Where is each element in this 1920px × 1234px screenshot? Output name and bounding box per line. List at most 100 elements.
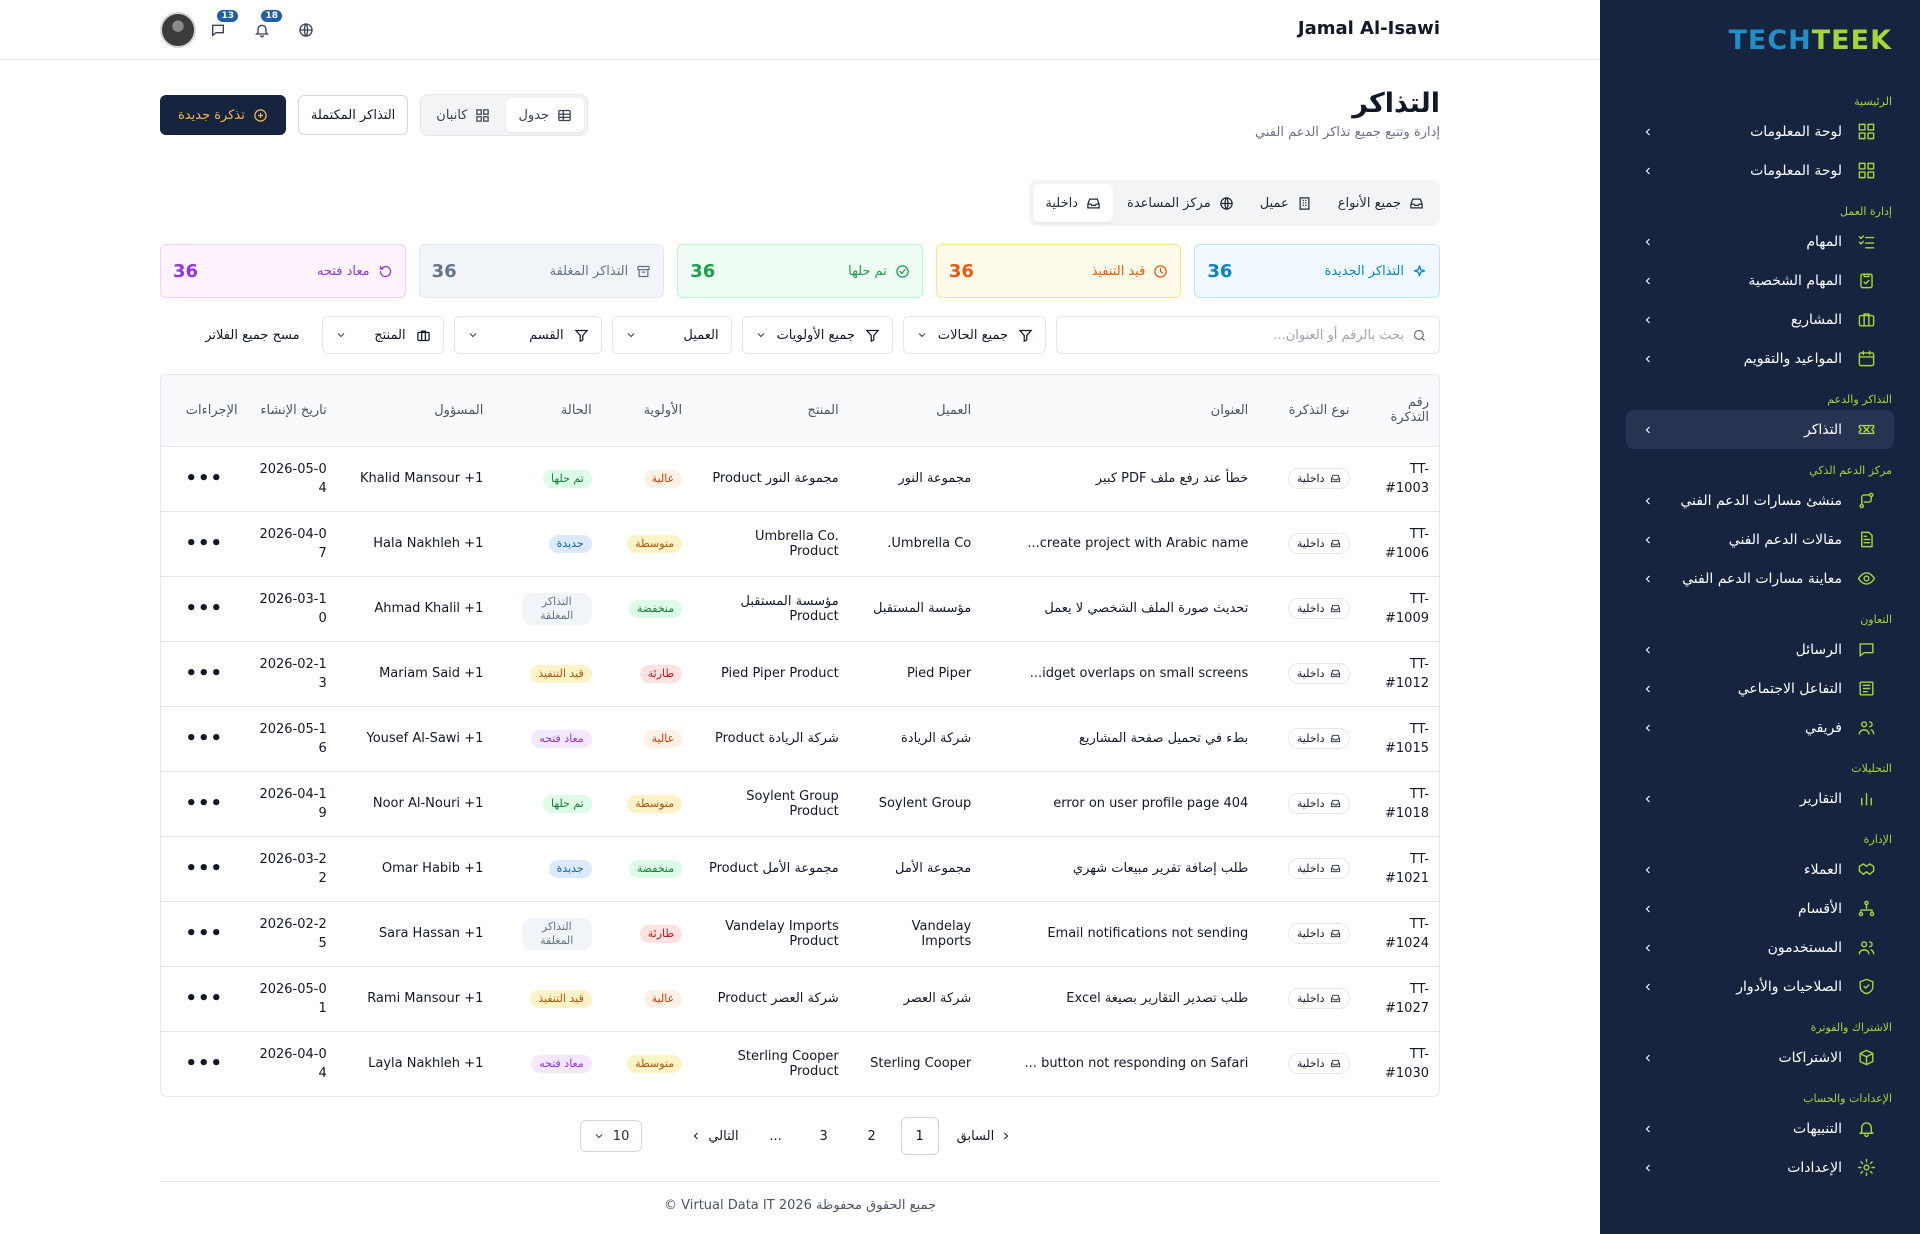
priority-filter[interactable]: جميع الأولويات: [741, 316, 893, 354]
view-kanban-button[interactable]: كانبان: [424, 98, 502, 132]
brand-logo[interactable]: TECH TEEK: [1600, 0, 1920, 80]
clear-filters-button[interactable]: مسح جميع الفلاتر: [205, 327, 300, 343]
column-header[interactable]: المنتج: [692, 375, 849, 447]
stat-card[interactable]: التذاكر الجديدة 36: [1194, 244, 1440, 298]
ticket-title[interactable]: خطأ عند رفع ملف PDF كبير: [1095, 471, 1249, 486]
more-actions-icon[interactable]: •••: [185, 1053, 224, 1075]
tab-all-types[interactable]: جميع الأنواع: [1326, 184, 1436, 222]
ticket-number[interactable]: TT-#1021: [1385, 851, 1429, 886]
table-row[interactable]: TT-#1006 داخلية create project with Arabic…: [161, 511, 1439, 576]
page-button-3[interactable]: 3: [819, 1128, 828, 1144]
page-button-2[interactable]: 2: [867, 1128, 876, 1144]
notifications-button[interactable]: 18: [240, 10, 284, 48]
more-actions-icon[interactable]: •••: [185, 533, 224, 554]
more-actions-icon[interactable]: •••: [185, 663, 224, 684]
sidebar-item[interactable]: التقارير: [1626, 779, 1894, 818]
ticket-title[interactable]: create project with Arabic name...: [1027, 536, 1249, 551]
status-filter[interactable]: جميع الحالات: [902, 316, 1046, 354]
column-header[interactable]: نوع التذكرة: [1258, 375, 1360, 447]
stat-card[interactable]: معاد فتحه 36: [160, 244, 406, 298]
column-header[interactable]: الأولوية: [601, 375, 693, 447]
ticket-title[interactable]: button not responding on Safari ...: [1024, 1056, 1249, 1072]
search-input[interactable]: بحث بالرقم أو العنوان...: [1056, 316, 1440, 354]
table-row[interactable]: TT-#1018 داخلية 404 error on user profile …: [161, 771, 1439, 836]
table-row[interactable]: TT-#1021 داخلية طلب إضافة تقرير مبيعات شهر…: [161, 836, 1439, 901]
tab-help-center[interactable]: مركز المساعدة: [1115, 184, 1246, 222]
completed-tickets-button[interactable]: التذاكر المكتملة: [297, 95, 409, 135]
language-button[interactable]: [284, 12, 328, 48]
ticket-title[interactable]: طلب إضافة تقرير مبيعات شهري: [1072, 861, 1249, 876]
ticket-title[interactable]: idget overlaps on small screens...: [1029, 666, 1249, 681]
more-actions-icon[interactable]: •••: [185, 793, 224, 814]
more-actions-icon[interactable]: •••: [185, 923, 224, 944]
sidebar-item[interactable]: المواعيد والتقويم: [1626, 339, 1894, 378]
sidebar-item[interactable]: معاينة مسارات الدعم الفني: [1626, 559, 1894, 598]
tab-client[interactable]: عميل: [1248, 184, 1324, 222]
sidebar-item[interactable]: مقالات الدعم الفني: [1626, 520, 1894, 559]
sidebar-item[interactable]: المشاريع: [1626, 300, 1894, 339]
client-filter[interactable]: العميل: [611, 316, 732, 354]
next-page-button[interactable]: التالي: [682, 1117, 746, 1155]
table-row[interactable]: TT-#1015 داخلية بطء في تحميل صفحة المشاريع…: [161, 706, 1439, 771]
column-header[interactable]: العميل: [848, 375, 982, 447]
ticket-title[interactable]: بطء في تحميل صفحة المشاريع: [1078, 731, 1249, 746]
tab-internal[interactable]: داخلية: [1033, 184, 1114, 222]
ticket-number[interactable]: TT-#1018: [1385, 786, 1429, 821]
sidebar-item[interactable]: المهام: [1626, 222, 1894, 261]
ticket-number[interactable]: TT-#1003: [1385, 461, 1429, 496]
page-size-select[interactable]: 10: [579, 1120, 643, 1152]
column-header[interactable]: الحالة: [493, 375, 602, 447]
ticket-number[interactable]: TT-#1030: [1385, 1046, 1429, 1081]
view-table-button[interactable]: جدول: [506, 98, 585, 132]
column-header[interactable]: تاريخ الإنشاء: [247, 375, 337, 447]
stat-card[interactable]: التذاكر المغلقة 36: [418, 244, 665, 298]
table-row[interactable]: TT-#1024 داخلية Email notifications not se…: [161, 901, 1439, 966]
sidebar-item[interactable]: المستخدمون: [1626, 928, 1894, 967]
ticket-number[interactable]: TT-#1027: [1385, 981, 1429, 1016]
ticket-number[interactable]: TT-#1012: [1385, 656, 1429, 691]
column-header[interactable]: رقم التذكرة: [1359, 375, 1439, 447]
sidebar-item[interactable]: فريقي: [1626, 708, 1894, 747]
new-ticket-button[interactable]: تذكرة جديدة: [160, 95, 286, 135]
ticket-number[interactable]: TT-#1009: [1385, 591, 1429, 626]
sidebar-item[interactable]: الاشتراكات: [1626, 1038, 1894, 1077]
page-button-1[interactable]: 1: [900, 1117, 939, 1155]
more-actions-icon[interactable]: •••: [185, 858, 224, 879]
more-actions-icon[interactable]: •••: [185, 728, 224, 749]
ticket-number[interactable]: TT-#1006: [1385, 526, 1429, 561]
more-actions-icon[interactable]: •••: [185, 468, 224, 489]
sidebar-item[interactable]: الإعدادات: [1626, 1148, 1894, 1187]
ticket-title[interactable]: تحديث صورة الملف الشخصي لا يعمل: [1044, 601, 1249, 616]
sidebar-item[interactable]: منشئ مسارات الدعم الفني: [1626, 481, 1894, 520]
ticket-number[interactable]: TT-#1015: [1385, 721, 1429, 756]
table-row[interactable]: TT-#1012 داخلية idget overlaps on small sc…: [161, 641, 1439, 706]
ticket-title[interactable]: طلب تصدير التقارير بصيغة Excel: [1066, 991, 1249, 1006]
avatar[interactable]: [160, 12, 196, 48]
column-header[interactable]: العنوان: [981, 375, 1259, 447]
column-header[interactable]: المسؤول: [336, 375, 494, 447]
ticket-number[interactable]: TT-#1024: [1385, 916, 1429, 951]
sidebar-item[interactable]: التنبيهات: [1626, 1109, 1894, 1148]
sidebar-item[interactable]: الأقسام: [1626, 889, 1894, 928]
ticket-title[interactable]: 404 error on user profile page: [1053, 796, 1249, 811]
messages-button[interactable]: 13: [196, 10, 240, 48]
ticket-title[interactable]: Email notifications not sending: [1047, 926, 1249, 941]
stat-card[interactable]: تم حلها 36: [677, 244, 923, 298]
stat-card[interactable]: قيد التنفيذ 36: [935, 244, 1182, 298]
sidebar-item[interactable]: المهام الشخصية: [1626, 261, 1894, 300]
sidebar-item[interactable]: التذاكر: [1626, 410, 1894, 449]
sidebar-item[interactable]: لوحة المعلومات: [1626, 112, 1894, 151]
more-actions-icon[interactable]: •••: [185, 598, 224, 619]
sidebar-item[interactable]: الصلاحيات والأدوار: [1626, 967, 1894, 1006]
sidebar-item[interactable]: لوحة المعلومات: [1626, 151, 1894, 190]
product-filter[interactable]: المنتج: [321, 316, 444, 354]
table-row[interactable]: TT-#1003 داخلية خطأ عند رفع ملف PDF كبير مج…: [161, 446, 1439, 511]
more-actions-icon[interactable]: •••: [185, 988, 224, 1009]
sidebar-item[interactable]: العملاء: [1626, 850, 1894, 889]
prev-page-button[interactable]: السابق: [949, 1117, 1021, 1155]
sidebar-item[interactable]: الرسائل: [1626, 630, 1894, 669]
table-row[interactable]: TT-#1027 داخلية طلب تصدير التقارير بصيغة E…: [161, 966, 1439, 1031]
table-row[interactable]: TT-#1009 داخلية تحديث صورة الملف الشخصي لا…: [161, 576, 1439, 641]
department-filter[interactable]: القسم: [453, 316, 602, 354]
sidebar-item[interactable]: التفاعل الاجتماعي: [1626, 669, 1894, 708]
